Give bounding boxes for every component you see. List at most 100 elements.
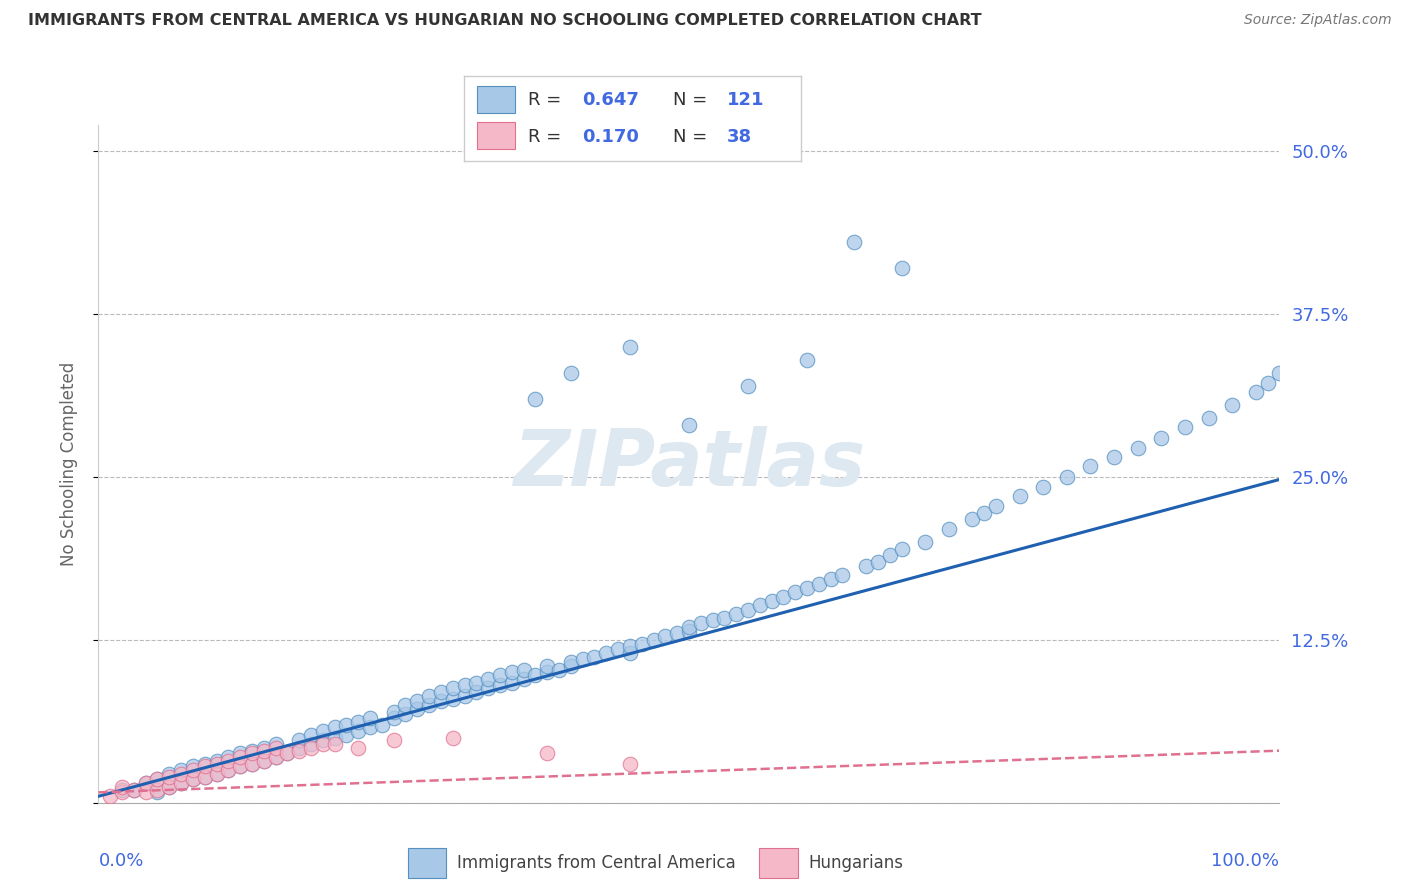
Point <box>465 685 488 699</box>
Point <box>157 767 180 781</box>
Point <box>430 694 453 708</box>
Point <box>406 702 429 716</box>
Point <box>253 741 276 756</box>
Point <box>382 705 405 719</box>
Point <box>831 567 853 582</box>
Point <box>807 576 830 591</box>
Point <box>170 767 193 781</box>
Point <box>240 744 263 758</box>
Point <box>194 770 217 784</box>
FancyBboxPatch shape <box>759 848 799 878</box>
Point <box>205 767 228 781</box>
Text: R =: R = <box>529 128 567 145</box>
Point <box>678 417 700 432</box>
Point <box>1056 470 1078 484</box>
Point <box>536 665 558 680</box>
Point <box>536 659 558 673</box>
Point <box>984 499 1007 513</box>
Point <box>181 759 204 773</box>
Point <box>347 714 370 729</box>
Point <box>181 763 204 777</box>
Point <box>382 711 405 725</box>
Point <box>229 750 252 764</box>
Y-axis label: No Schooling Completed: No Schooling Completed <box>59 362 77 566</box>
Point <box>170 776 193 790</box>
Text: R =: R = <box>529 91 567 109</box>
Point <box>501 676 523 690</box>
Point <box>229 759 252 773</box>
Point <box>146 772 169 787</box>
Point <box>253 754 276 768</box>
Point <box>394 707 416 722</box>
Point <box>205 754 228 768</box>
Point <box>1244 385 1267 400</box>
Text: 38: 38 <box>727 128 752 145</box>
Point <box>264 741 287 756</box>
Point <box>299 741 322 756</box>
Point <box>595 646 617 660</box>
Point <box>170 763 193 777</box>
Point <box>194 770 217 784</box>
Point <box>441 681 464 695</box>
Point <box>619 339 641 353</box>
Point <box>299 728 322 742</box>
Point <box>583 649 606 664</box>
Point <box>560 366 582 380</box>
Text: 121: 121 <box>727 91 765 109</box>
Point <box>761 593 783 607</box>
Point <box>323 731 346 745</box>
Point <box>217 754 239 768</box>
Point <box>205 767 228 781</box>
Point <box>1174 420 1197 434</box>
Point <box>170 776 193 790</box>
Point <box>157 780 180 794</box>
Point <box>181 772 204 787</box>
Point <box>524 392 547 406</box>
Text: N =: N = <box>673 91 713 109</box>
Point <box>135 776 157 790</box>
Point <box>666 626 689 640</box>
Point <box>890 541 912 556</box>
Point <box>288 733 311 747</box>
Point <box>489 668 512 682</box>
Point <box>619 756 641 771</box>
Point <box>441 731 464 745</box>
Point <box>135 785 157 799</box>
Point <box>678 620 700 634</box>
Point <box>194 756 217 771</box>
Point <box>748 598 770 612</box>
Point <box>157 770 180 784</box>
Point <box>111 780 134 794</box>
Point <box>1126 441 1149 455</box>
Point <box>855 558 877 573</box>
Text: Hungarians: Hungarians <box>808 854 904 872</box>
Point <box>560 655 582 669</box>
Point <box>512 672 534 686</box>
Point <box>276 746 298 760</box>
Point <box>418 689 440 703</box>
Point <box>312 724 335 739</box>
Point <box>288 741 311 756</box>
Point <box>643 632 665 647</box>
Point <box>1102 450 1125 465</box>
Point <box>359 711 381 725</box>
Point <box>1032 480 1054 494</box>
Point <box>359 720 381 734</box>
Point <box>1080 459 1102 474</box>
Point <box>1150 431 1173 445</box>
FancyBboxPatch shape <box>478 86 515 113</box>
Point <box>737 603 759 617</box>
Point <box>264 737 287 751</box>
Point <box>98 789 121 804</box>
Point <box>844 235 866 250</box>
Point <box>146 782 169 797</box>
Point <box>217 763 239 777</box>
Point <box>335 728 357 742</box>
Point <box>276 746 298 760</box>
Point <box>619 640 641 654</box>
Point <box>418 698 440 712</box>
Point <box>619 646 641 660</box>
Point <box>441 691 464 706</box>
Point <box>240 756 263 771</box>
Point <box>630 637 652 651</box>
